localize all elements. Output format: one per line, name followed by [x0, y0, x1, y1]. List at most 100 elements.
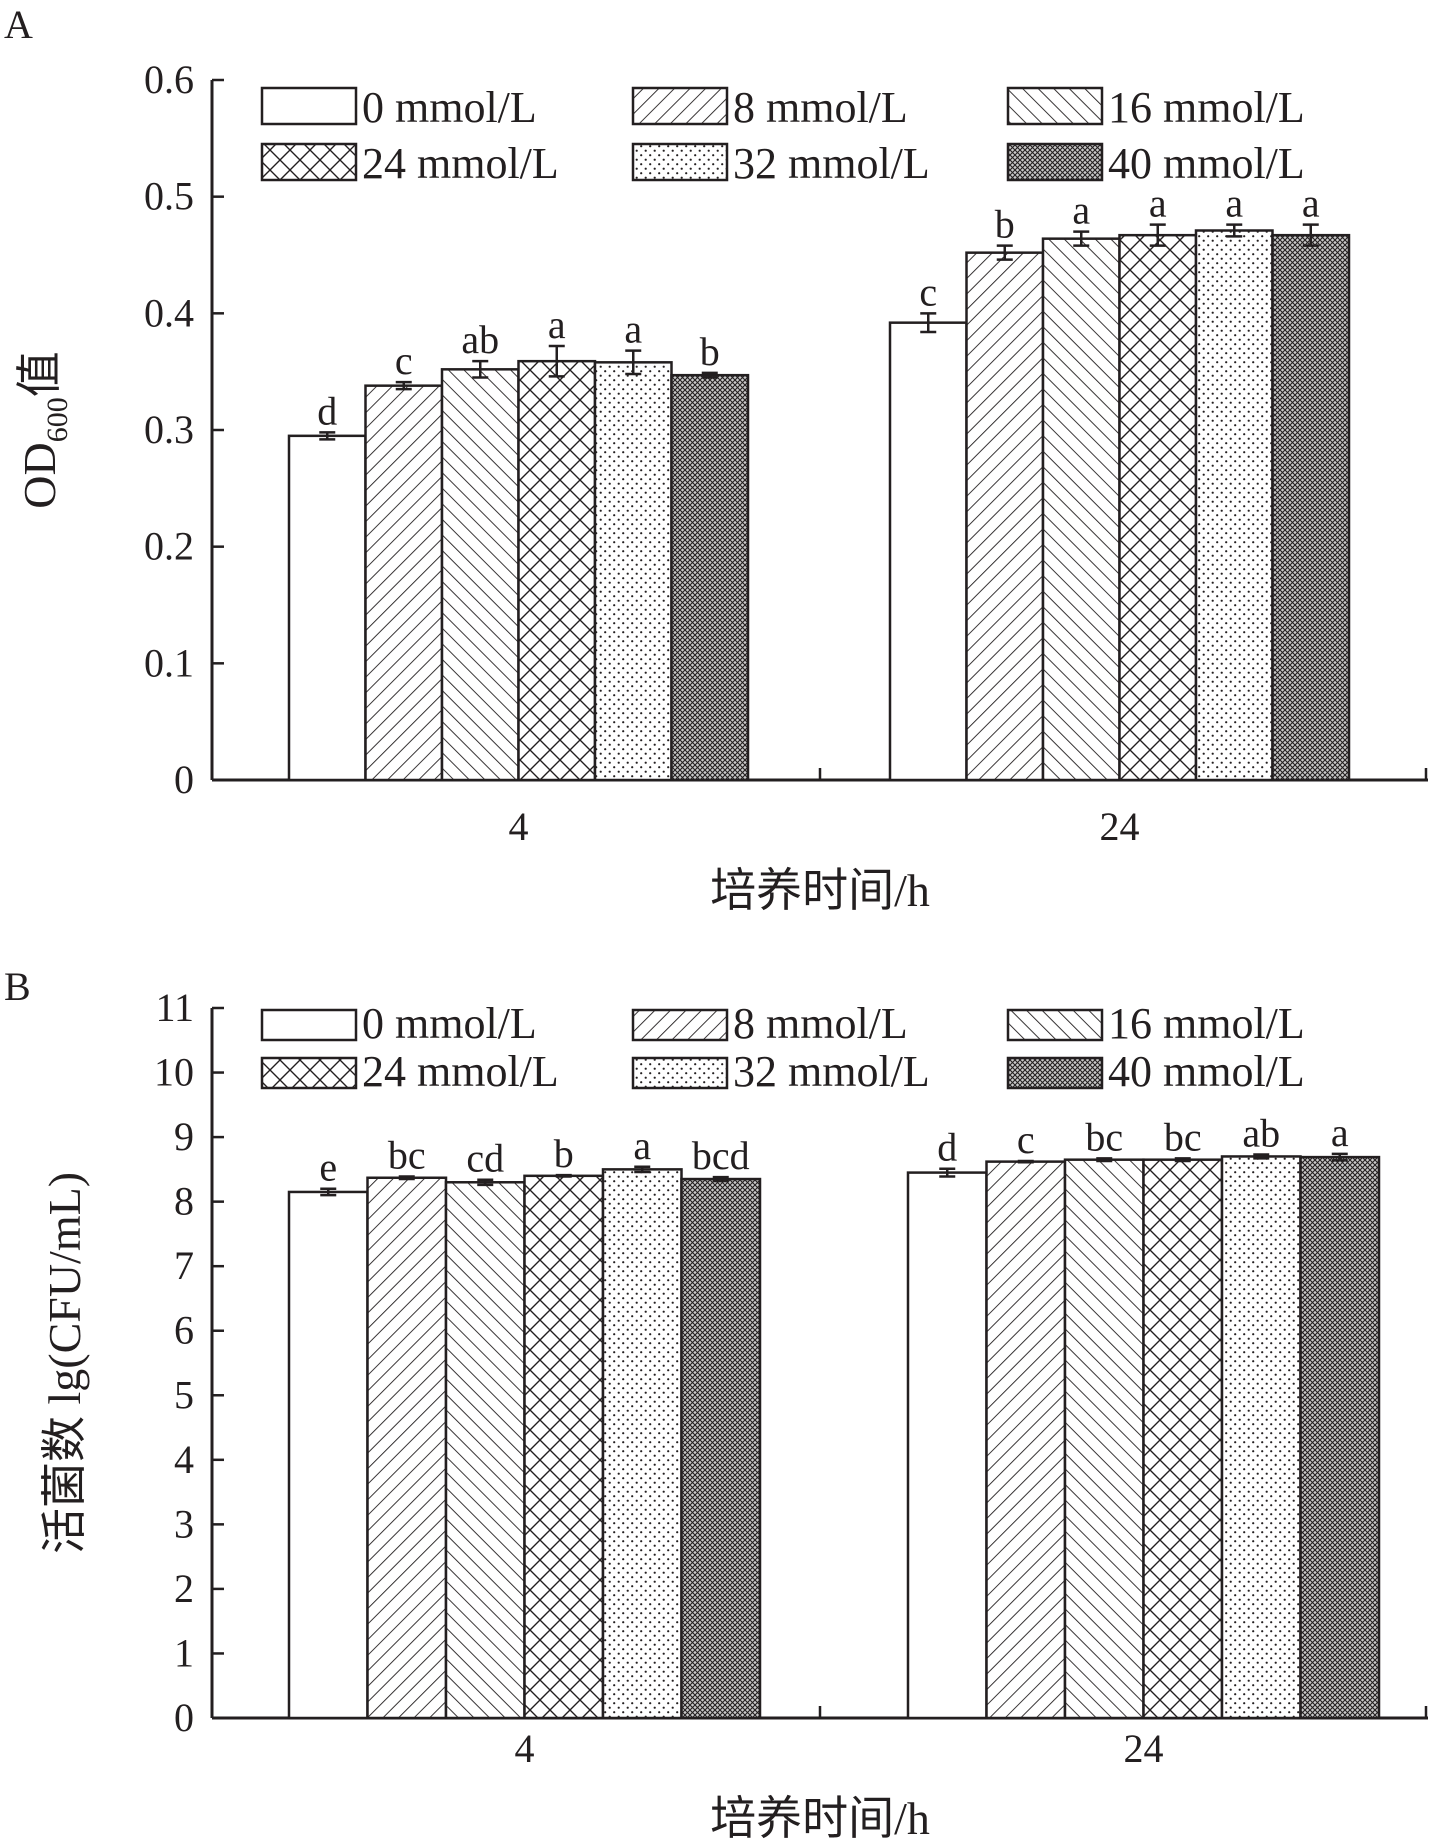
legend-label: 8 mmol/L [733, 999, 908, 1048]
bar [1220, 1155, 1302, 1720]
bar [1063, 1158, 1145, 1720]
legend-label: 32 mmol/L [733, 1047, 930, 1096]
legend-label: 0 mmol/L [362, 83, 537, 132]
y-tick-label: 3 [174, 1501, 194, 1546]
chart-panel-a: A 0 0.1 0.2 0.3 0.4 0.5 0.6 4 24 培养时间/h OD600值 d c c b a… [4, 2, 1428, 916]
significance-letter: a [1302, 181, 1320, 226]
x-tick-label: 24 [1124, 1726, 1164, 1771]
legend-swatch [260, 1056, 358, 1090]
legend-label: 0 mmol/L [362, 999, 537, 1048]
significance-letter: c [919, 269, 937, 314]
significance-letter: d [937, 1125, 957, 1170]
legend-swatch [631, 1056, 729, 1090]
significance-letter: c [1017, 1117, 1035, 1162]
bar [287, 1190, 369, 1720]
legend-swatch [1006, 1008, 1104, 1042]
bar [985, 1160, 1067, 1720]
significance-letter: a [624, 307, 642, 352]
legend-swatch [1006, 142, 1104, 182]
y-tick-label: 5 [174, 1372, 194, 1417]
y-tick-label: 0.1 [144, 640, 194, 685]
y-tick-label: 2 [174, 1566, 194, 1611]
x-tick-label: 4 [509, 804, 529, 849]
y-tick-label: 7 [174, 1243, 194, 1288]
bar [523, 1174, 605, 1720]
x-tick-label: 24 [1100, 804, 1140, 849]
legend-label: 16 mmol/L [1108, 83, 1305, 132]
bar [444, 1181, 526, 1720]
legend-label: 24 mmol/L [362, 139, 559, 188]
bar [517, 359, 597, 782]
bar [888, 321, 968, 782]
significance-letter: e [319, 1145, 337, 1190]
x-axis-title: 培养时间/h [710, 865, 930, 916]
y-tick-label: 0 [174, 757, 194, 802]
legend-swatch [1006, 86, 1104, 126]
y-axis-title-main: OD [14, 442, 65, 508]
legend-swatch [260, 142, 358, 182]
y-tick-label: 11 [155, 985, 194, 1030]
significance-letter: b [700, 329, 720, 374]
x-tick-label: 4 [515, 1726, 535, 1771]
legend-label: 8 mmol/L [733, 83, 908, 132]
significance-letter: a [1072, 188, 1090, 233]
legend-swatch [260, 1008, 358, 1042]
y-tick-label: 8 [174, 1179, 194, 1224]
legend-label: 40 mmol/L [1108, 1047, 1305, 1096]
significance-letter: cd [466, 1136, 504, 1181]
y-axis-title: OD600值 [14, 351, 74, 508]
bar [906, 1171, 988, 1720]
bar [593, 361, 673, 782]
significance-letter: c [395, 338, 413, 383]
significance-letter: b [995, 202, 1015, 247]
bar [440, 368, 520, 782]
y-tick-label: 4 [174, 1437, 194, 1482]
bar [680, 1177, 762, 1720]
y-tick-label: 6 [174, 1308, 194, 1353]
significance-letter: a [633, 1123, 651, 1168]
significance-letter: bcd [692, 1133, 750, 1178]
y-axis-title-main: 活菌数 lg(CFU/mL) [39, 1172, 90, 1554]
significance-letter: bc [1085, 1114, 1123, 1159]
significance-letter: a [1331, 1110, 1349, 1155]
y-tick-label: 0.4 [144, 290, 194, 335]
bar [1041, 237, 1121, 782]
y-tick-label: 1 [174, 1630, 194, 1675]
bar [1299, 1155, 1381, 1720]
significance-letter: ab [461, 317, 499, 362]
y-tick-label: 0.3 [144, 407, 194, 452]
legend-label: 32 mmol/L [733, 139, 930, 188]
panel-label: B [4, 964, 31, 1009]
legend-swatch [1006, 1056, 1104, 1090]
bar [670, 373, 750, 782]
legend-swatch [631, 1008, 729, 1042]
legend-swatch [631, 142, 729, 182]
significance-letter: a [1225, 181, 1243, 226]
significance-letter: a [1149, 181, 1167, 226]
significance-letter: d [317, 388, 337, 433]
chart-panel-b: B 0 1 2 3 4 5 6 7 8 9 10 11 4 24 培养时间/h 活菌数 lg(CFU/mL) e d… [4, 964, 1428, 1844]
legend-label: 40 mmol/L [1108, 139, 1305, 188]
panel-label: A [4, 2, 33, 47]
legend-label: 16 mmol/L [1108, 999, 1305, 1048]
significance-letter: bc [388, 1132, 426, 1177]
y-tick-label: 10 [154, 1050, 194, 1095]
y-tick-label: 0 [174, 1695, 194, 1740]
bar [287, 434, 367, 782]
significance-letter: ab [1242, 1111, 1280, 1156]
bar [364, 384, 444, 782]
y-tick-label: 0.2 [144, 524, 194, 569]
bar [601, 1168, 683, 1720]
y-tick-label: 0.6 [144, 57, 194, 102]
legend-swatch [260, 86, 358, 126]
significance-letter: a [548, 302, 566, 347]
bar [965, 251, 1045, 782]
bar [1118, 233, 1198, 782]
y-tick-label: 9 [174, 1114, 194, 1159]
legend-label: 24 mmol/L [362, 1047, 559, 1096]
significance-letter: b [554, 1131, 574, 1176]
y-axis-title-sub: 600 [41, 397, 74, 442]
y-axis-title: 活菌数 lg(CFU/mL) [39, 1172, 90, 1554]
bar [1142, 1158, 1224, 1720]
